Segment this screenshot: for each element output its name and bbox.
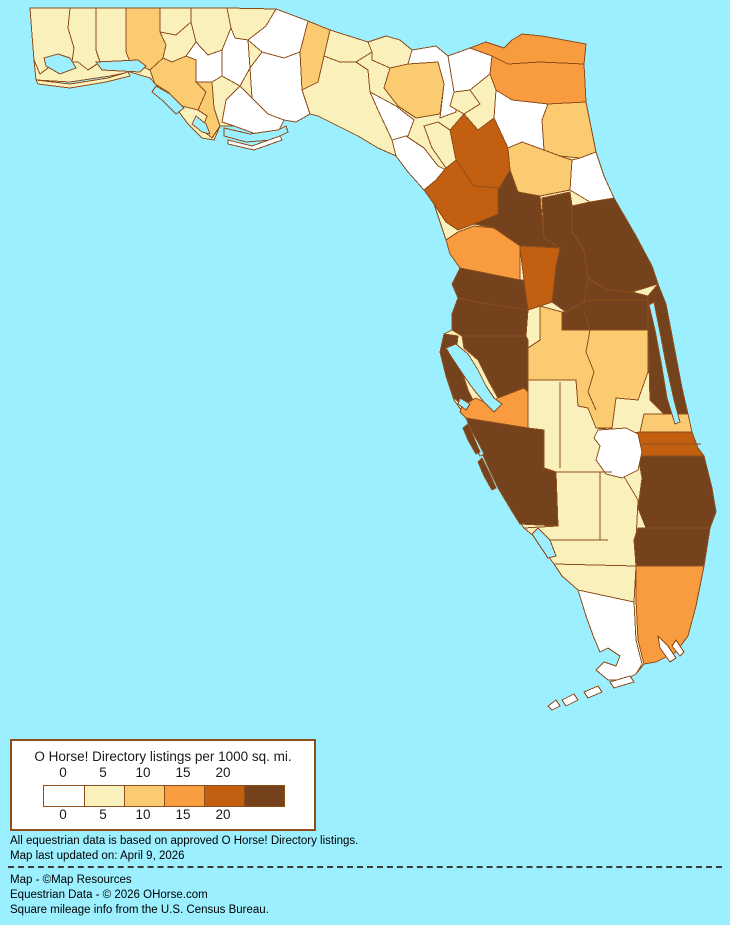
legend-tick: 5 [99,807,107,822]
legend-swatch [164,786,204,806]
water-st-andrew-bay [151,85,185,115]
county-polk-osceola [527,305,649,429]
legend-box: O Horse! Directory listings per 1000 sq.… [10,739,316,831]
water-choctawhatchee-bay [95,59,147,73]
county-okaloosa [95,7,131,67]
water-indian-river-lagoon [648,301,681,425]
county-taylor [301,55,397,157]
county-santa-rosa [67,7,101,71]
legend-ticks-bottom: 0 5 10 15 20 [43,807,283,822]
water-tampa-bay [445,343,503,413]
county-liberty [221,26,251,87]
island-key-largo [657,634,677,663]
county-brevard [647,283,689,415]
island-lower-keys [561,693,579,707]
county-lafayette [368,90,415,141]
county-citrus [445,225,521,281]
county-indian-river [639,413,693,433]
legend-color-bar [43,785,285,807]
water-apalachicola-bay [223,125,289,143]
kissimmee-river-boundary [583,309,597,411]
legend-swatch [204,786,244,806]
florida-choropleth-map [29,7,717,711]
legend-title: O Horse! Directory listings per 1000 sq.… [34,749,292,764]
legend-swatch [124,786,164,806]
legend-tick: 20 [215,765,231,780]
legend-tick: 10 [135,765,151,780]
legend-tick: 0 [59,765,67,780]
legend-ticks-top: 0 5 10 15 20 [43,765,283,780]
island-santa-rosa-island [35,71,131,89]
island-key-west [547,699,561,711]
water-terra-ceia-bay [457,397,471,411]
legend-swatch [44,786,84,806]
annotation-last-updated: Map last updated on: April 9, 2026 [10,850,185,862]
island-middle-keys [583,685,603,699]
island-siesta-key [462,423,481,455]
legend-swatch [84,786,124,806]
water-pensacola-bay [43,53,77,75]
county-sarasota [465,417,559,527]
island-st-george-island [227,135,283,151]
credit-census-bureau: Square mileage info from the U.S. Census… [10,904,269,916]
legend-tick: 15 [175,765,191,780]
county-st-johns [541,101,597,159]
water-charlotte-harbor [531,527,557,559]
island-key-biscayne [671,639,685,657]
credit-equestrian-data: Equestrian Data - © 2026 OHorse.com [10,889,208,901]
county-suwannee [383,61,445,119]
county-gulf [194,81,221,139]
annotation-data-source: All equestrian data is based on approved… [10,835,359,847]
county-monroe-mainland [577,589,643,681]
island-upper-keys [609,675,635,689]
legend-swatch [244,786,284,806]
legend-tick: 0 [59,807,67,822]
legend-tick: 5 [99,765,107,780]
credit-map-resources: Map - ©Map Resources [10,874,132,886]
county-wakulla [249,51,311,123]
county-glades-lake-okeechobee [593,427,643,479]
county-broward [633,527,711,567]
dashed-divider [8,866,722,868]
legend-tick: 10 [135,807,151,822]
island-manasota-key [477,457,497,491]
legend-tick: 20 [215,807,231,822]
water-st-joseph-bay [191,115,211,135]
legend-tick: 15 [175,807,191,822]
county-levy [423,159,499,231]
county-flagler [569,151,615,203]
county-palm-beach [637,455,717,529]
